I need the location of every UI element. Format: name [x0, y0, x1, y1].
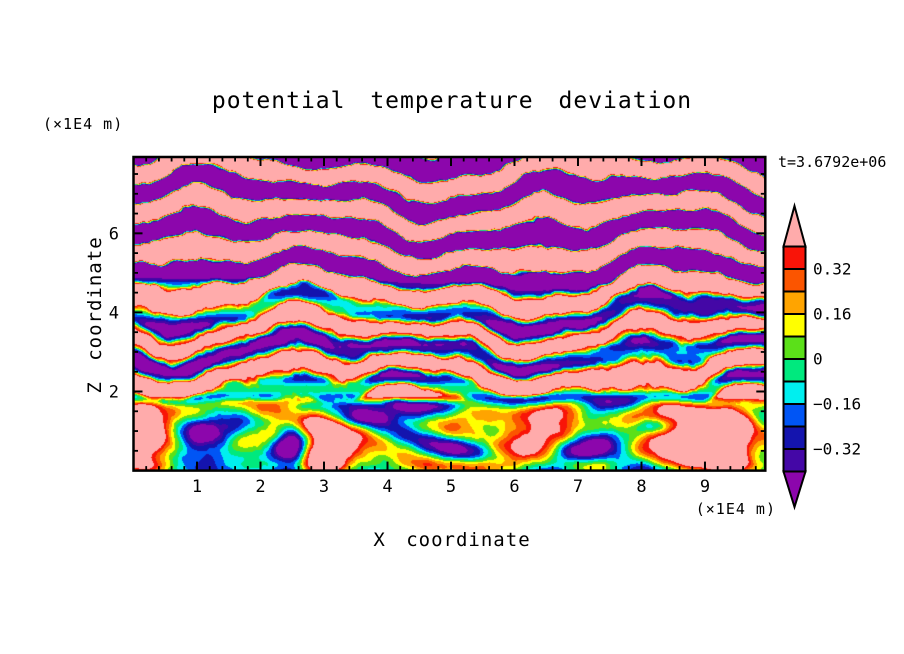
z-tick-label: 4: [109, 303, 119, 323]
colorbar-segment: [782, 358, 807, 383]
x-tick-label: 5: [446, 477, 456, 497]
x-tick-label: 3: [319, 477, 329, 497]
colorbar-segment: [782, 448, 807, 473]
time-annotation: t=3.6792e+06: [778, 153, 887, 171]
contour-field-plot: [133, 157, 765, 471]
x-tick-label: 1: [192, 477, 202, 497]
z-tick-label: 6: [109, 224, 119, 244]
y-axis-units-label: (×1E4 m): [43, 115, 124, 133]
colorbar-segment: [782, 290, 807, 315]
x-tick-label: 7: [573, 477, 583, 497]
page-title: potential temperature deviation: [211, 88, 693, 114]
colorbar-segment: [782, 380, 807, 405]
x-tick-label: 2: [255, 477, 265, 497]
colorbar-segment: [782, 335, 807, 360]
colorbar-top-arrow: [782, 202, 807, 248]
colorbar-tick-label: 0: [813, 350, 823, 369]
colorbar-segment: [782, 403, 807, 428]
colorbar-tick-label: −0.32: [813, 440, 861, 459]
x-tick-label: 9: [700, 477, 710, 497]
colorbar-segment: [782, 268, 807, 293]
x-axis-units-label: (×1E4 m): [695, 500, 776, 518]
x-tick-label: 8: [636, 477, 646, 497]
x-tick-label: 6: [509, 477, 519, 497]
x-tick-label: 4: [382, 477, 392, 497]
y-axis-title: Z coordinate: [84, 236, 106, 394]
colorbar-tick-label: −0.16: [813, 395, 861, 414]
colorbar-bottom-arrow: [782, 470, 807, 511]
colorbar-segment: [782, 245, 807, 270]
colorbar-segment: [782, 425, 807, 450]
x-axis-title: X coordinate: [373, 529, 531, 551]
colorbar-segment: [782, 313, 807, 338]
z-tick-label: 2: [109, 383, 119, 403]
colorbar-tick-label: 0.16: [813, 305, 852, 324]
colorbar-tick-label: 0.32: [813, 260, 852, 279]
